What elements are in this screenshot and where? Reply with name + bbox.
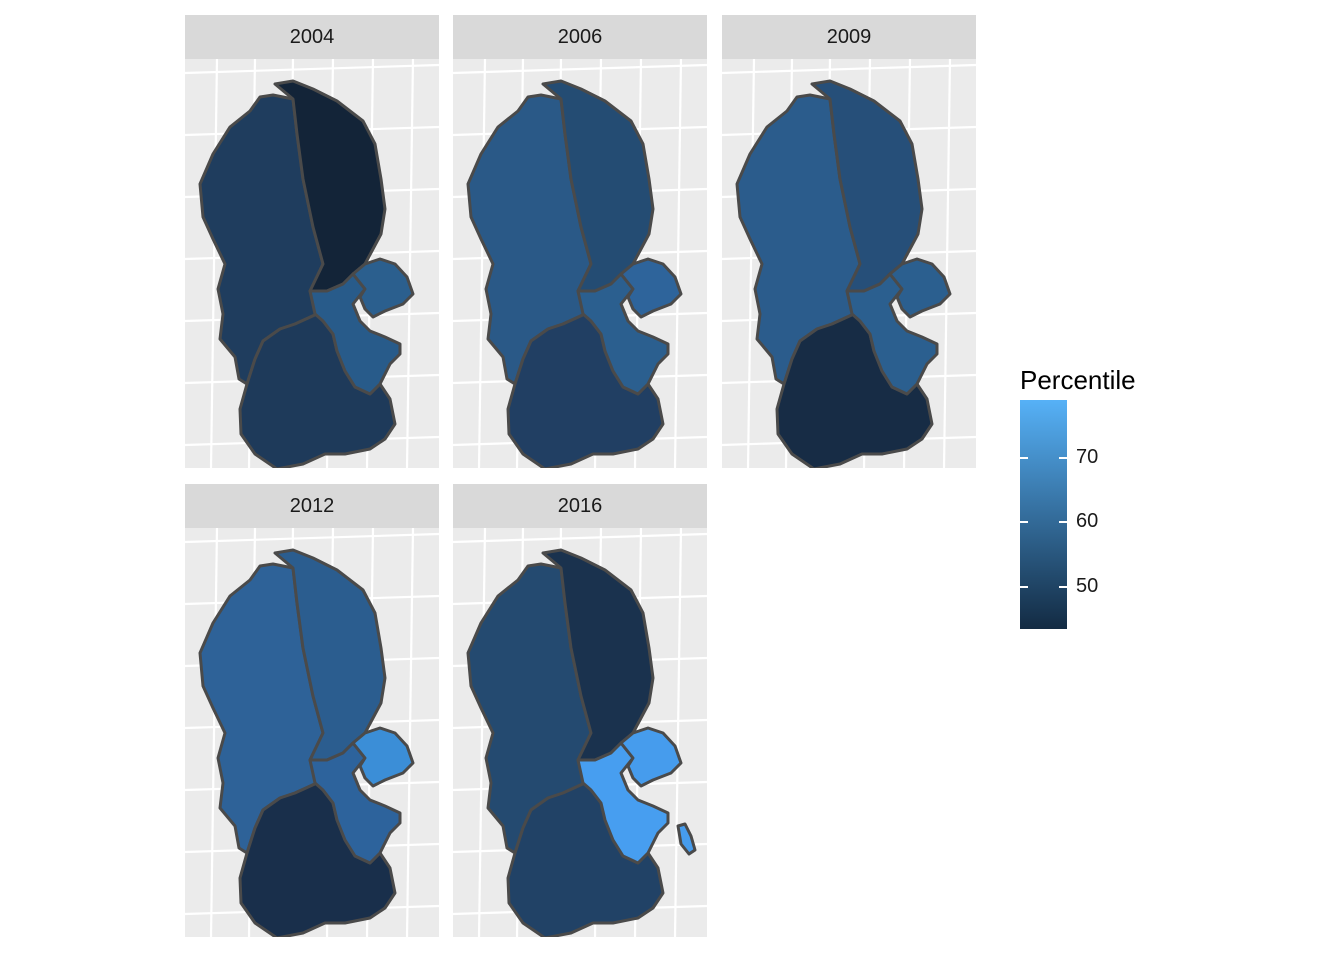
facet-strip-label: 2004 — [185, 15, 439, 59]
facet-strip-label: 2016 — [453, 484, 707, 528]
map-canvas — [453, 528, 707, 937]
graticule-meridian — [673, 528, 683, 937]
graticule-parallel — [722, 63, 976, 75]
facet-strip-label: 2012 — [185, 484, 439, 528]
graticule-parallel — [185, 532, 439, 544]
graticule-parallel — [453, 532, 707, 544]
map-canvas — [185, 59, 439, 468]
map-canvas — [185, 528, 439, 937]
legend-tick-label: 60 — [1076, 510, 1099, 532]
region-island — [619, 726, 683, 788]
graticule-meridian — [942, 59, 952, 468]
facet-strip-label: 2009 — [722, 15, 976, 59]
region-island — [351, 726, 415, 788]
facet-panel-2006: 2006 — [453, 15, 707, 468]
graticule-meridian — [746, 59, 756, 468]
legend-tick-label: 50 — [1076, 575, 1099, 597]
facet-panel-2012: 2012 — [185, 484, 439, 937]
map-plot-area — [453, 59, 707, 468]
map-plot-area — [185, 59, 439, 468]
graticule-parallel — [185, 63, 439, 75]
map-plot-area — [722, 59, 976, 468]
graticule-meridian — [209, 59, 219, 468]
graticule-meridian — [477, 528, 487, 937]
region-island — [619, 257, 683, 319]
map-canvas — [722, 59, 976, 468]
graticule-parallel — [453, 63, 707, 75]
color-legend: Percentile 70 60 50 — [1020, 365, 1136, 629]
graticule-meridian — [405, 528, 415, 937]
facet-panel-2016: 2016 — [453, 484, 707, 937]
facet-strip-label: 2006 — [453, 15, 707, 59]
facet-panel-2004: 2004 — [185, 15, 439, 468]
map-plot-area — [185, 528, 439, 937]
region-island — [888, 257, 952, 319]
legend-tick-label: 70 — [1076, 446, 1099, 468]
map-canvas — [453, 59, 707, 468]
graticule-meridian — [477, 59, 487, 468]
region-offshore-island — [676, 822, 697, 856]
graticule-meridian — [209, 528, 219, 937]
facet-panel-2009: 2009 — [722, 15, 976, 468]
region-island — [351, 257, 415, 319]
map-plot-area — [453, 528, 707, 937]
legend-colorbar — [1020, 400, 1067, 629]
legend-title: Percentile — [1020, 365, 1136, 395]
graticule-meridian — [673, 59, 683, 468]
graticule-meridian — [405, 59, 415, 468]
